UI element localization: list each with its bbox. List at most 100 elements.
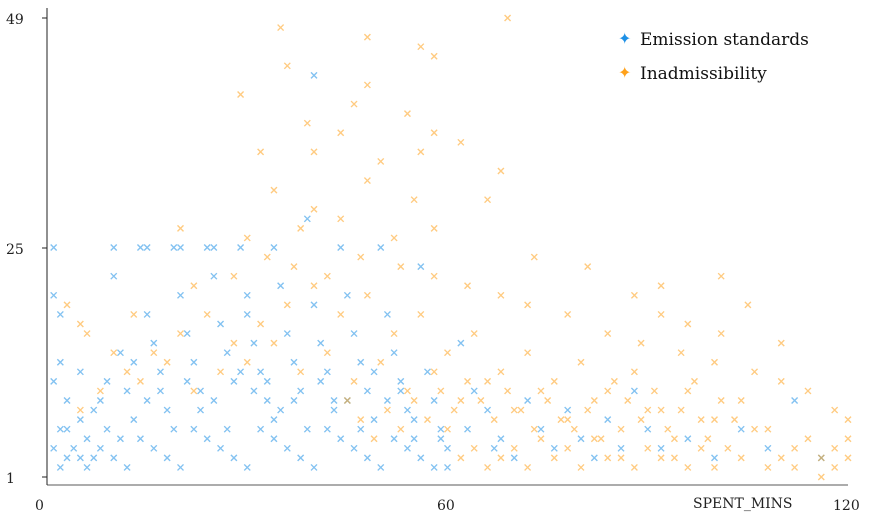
inadmissibility-point [310,282,318,290]
inadmissibility-point [123,368,131,376]
emission-point [76,368,84,376]
emission-point [163,454,171,462]
emission-point [791,397,799,404]
emission-point [444,463,451,471]
inadmissibility-point [791,444,799,452]
inadmissibility-point [323,272,331,280]
emission-point [50,291,58,299]
points-layer [50,14,852,481]
inadmissibility-point [544,397,552,404]
inadmissibility-point [477,397,485,404]
inadmissibility-point [670,454,678,462]
emission-point [143,310,151,318]
inadmissibility-point [590,397,598,404]
inadmissibility-point [484,377,492,385]
inadmissibility-point [430,368,438,376]
emission-point [177,463,184,471]
emission-point [163,406,171,414]
emission-point [150,444,158,452]
inadmissibility-point [604,454,612,462]
inadmissibility-point [363,81,371,89]
emission-point [70,444,78,452]
inadmissibility-point [644,406,652,414]
emission-point [270,244,278,251]
inadmissibility-point [484,463,492,471]
inadmissibility-point [403,387,411,395]
inadmissibility-point [283,301,291,309]
emission-point [250,387,258,395]
emission-point [310,463,318,471]
emission-point [737,425,745,433]
inadmissibility-point [497,454,505,462]
inadmissibility-point [230,339,238,347]
emission-point [210,244,218,251]
emission-point [83,435,91,443]
inadmissibility-point [350,100,358,108]
inadmissibility-point [230,272,238,280]
emission-point [110,272,118,280]
inadmissibility-point [410,196,418,204]
emission-point [417,454,425,462]
emission-point [203,435,211,443]
inadmissibility-point [370,435,378,443]
inadmissibility-point [597,435,605,443]
emission-point [310,71,318,79]
emission-point [390,349,398,357]
inadmissibility-point [357,416,365,424]
inadmissibility-point [677,406,685,414]
inadmissibility-point [844,435,852,443]
emission-point [303,425,311,433]
inadmissibility-point [497,167,505,175]
inadmissibility-point [377,358,385,366]
emission-point [430,397,438,404]
inadmissibility-point [537,387,545,395]
emission-point [417,263,425,271]
emission-point [263,397,271,404]
inadmissibility-point [270,186,278,194]
emission-point [484,406,492,414]
inadmissibility-point [517,406,525,414]
emission-point [90,406,98,414]
inadmissibility-point [297,368,305,376]
inadmissibility-point [397,263,405,271]
emission-point [290,358,298,366]
inadmissibility-point [764,463,772,471]
y-tick-label-49: 49 [6,12,24,28]
inadmissibility-point [457,138,465,146]
emission-point [177,291,184,299]
inadmissibility-point [383,406,391,414]
inadmissibility-point [350,377,358,385]
emission-point [357,425,365,433]
emission-point [684,435,692,443]
emission-point [550,444,558,452]
emission-point [143,244,151,251]
emission-point [357,358,365,366]
emission-point [110,454,118,462]
emission-point [150,339,158,347]
emission-point [464,425,472,433]
emission-point [223,425,231,433]
emission-point [330,406,338,414]
inadmissibility-point [430,52,438,60]
emission-point [230,454,238,462]
emission-point [183,330,191,338]
inadmissibility-point [263,253,271,261]
inadmissibility-point [717,397,725,404]
inadmissibility-point [484,196,492,204]
inadmissibility-point [624,397,632,404]
emission-point [350,444,358,452]
emission-point [437,435,445,443]
inadmissibility-point [657,310,665,318]
inadmissibility-point [604,387,612,395]
inadmissibility-point [270,339,278,347]
inadmissibility-point [464,282,472,290]
x-tick-label-120: 120 [833,498,860,514]
emission-point [323,425,331,433]
emission-point [257,368,265,376]
inadmissibility-point [417,148,425,156]
emission-point [323,368,331,376]
emission-point [123,387,131,395]
inadmissibility-point [704,435,712,443]
inadmissibility-point [684,463,692,471]
